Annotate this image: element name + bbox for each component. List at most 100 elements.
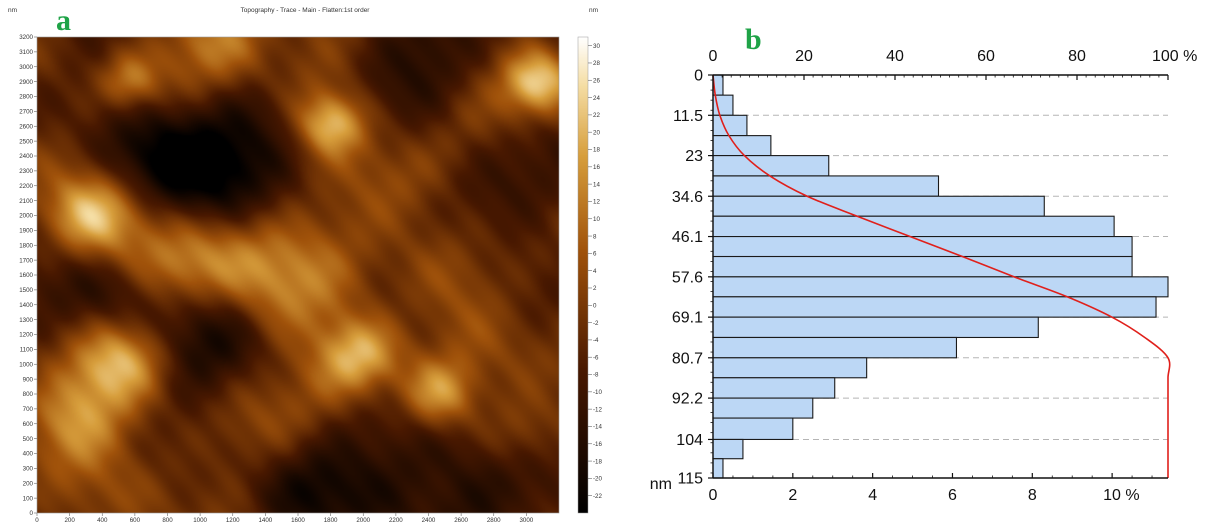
top-tick-label: 0 — [709, 48, 718, 65]
y-tick-label: 400 — [23, 451, 34, 458]
y-tick-label: 1600 — [19, 272, 33, 279]
colorbar-tick-label: 16 — [593, 164, 600, 171]
colorbar-tick-label: 24 — [593, 95, 600, 102]
y-tick-label: 46.1 — [672, 229, 703, 246]
top-axis-ticks: 0 20 40 60 80 100 % — [709, 48, 1197, 80]
x-tick-label: 200 — [64, 517, 75, 523]
y-tick-label: 69.1 — [672, 310, 703, 327]
x-tick-label: 1800 — [324, 517, 338, 523]
y-tick-label: 200 — [23, 480, 34, 487]
y-tick-label: 2600 — [19, 123, 33, 130]
histogram-bar — [712, 236, 1133, 258]
y-tick-label: 1900 — [19, 228, 33, 235]
x-tick-label: 1400 — [258, 517, 272, 523]
top-tick-label: 80 — [1068, 48, 1086, 65]
colorbar-tick-label: 22 — [593, 112, 600, 119]
x-tick-label: 2200 — [389, 517, 403, 523]
x-axis: 0 200 400 600 800 1000 1200 1400 1600 1800 2000 220… — [35, 513, 534, 524]
colorbar-tick-label: 30 — [593, 43, 600, 50]
topography-image — [37, 37, 559, 513]
y-tick-label: 104 — [676, 432, 703, 449]
x-tick-label: 800 — [162, 517, 173, 523]
x-tick-label: 600 — [130, 517, 141, 523]
panel-label-a: a — [56, 4, 71, 37]
colorbar-tick-label: 14 — [593, 181, 600, 188]
y-tick-label: 2500 — [19, 138, 33, 145]
histogram-bars — [712, 74, 1169, 479]
bottom-tick-label: 4 — [868, 487, 877, 504]
colorbar-tick-label: 12 — [593, 199, 600, 206]
colorbar-tick-label: 28 — [593, 60, 600, 67]
histogram-bar — [712, 114, 748, 137]
top-tick-label: 40 — [886, 48, 904, 65]
colorbar-tick-label: 26 — [593, 77, 600, 84]
y-tick-label: 0 — [30, 510, 34, 517]
y-tick-label: 600 — [23, 421, 34, 428]
y-tick-label: 1800 — [19, 242, 33, 249]
y-tick-label: 2200 — [19, 183, 33, 190]
colorbar-tick-label: 0 — [593, 302, 597, 309]
height-distribution-chart: 0 11.5 23 34.6 46.1 57.6 69.1 80.7 92.2 104 115 0 2… — [650, 23, 1198, 504]
y-tick-label: 1300 — [19, 317, 33, 324]
x-tick-label: 1000 — [193, 517, 207, 523]
y-tick-label: 900 — [23, 376, 34, 383]
colorbar-tick-label: 6 — [593, 251, 597, 258]
y-tick-label: 3000 — [19, 64, 33, 71]
colorbar-tick-label: 4 — [593, 268, 597, 275]
y-tick-label: 1500 — [19, 287, 33, 294]
y-tick-label: 1000 — [19, 361, 33, 368]
bottom-tick-label: 6 — [948, 487, 957, 504]
colorbar-tick-label: -2 — [593, 320, 599, 327]
colorbar-tick-label: -18 — [593, 458, 603, 465]
y-unit-label: nm — [8, 7, 17, 14]
top-tick-label: 100 % — [1152, 48, 1197, 65]
colorbar-tick-label: 2 — [593, 285, 597, 292]
top-tick-label: 20 — [795, 48, 813, 65]
y-tick-label: 2000 — [19, 213, 33, 220]
y-tick-label: 2300 — [19, 168, 33, 175]
chart-title: Topography - Trace - Main - Flatten:1st … — [241, 7, 371, 14]
bottom-tick-label: 10 % — [1103, 487, 1139, 504]
y-tick-label: 11.5 — [673, 108, 703, 125]
colorbar-tick-label: -22 — [593, 493, 603, 500]
histogram-bar — [712, 175, 940, 197]
y-tick-label: 2700 — [19, 109, 33, 116]
colorbar-tick-label: -4 — [593, 337, 599, 344]
colorbar-ticks: 302826242220181614121086420-2-4-6-8-10-1… — [588, 43, 603, 500]
x-tick-label: 2600 — [454, 517, 468, 523]
colorbar-tick-label: -20 — [593, 476, 603, 483]
histogram-bar — [712, 316, 1039, 339]
histogram-bar — [712, 458, 724, 479]
histogram-bar — [712, 336, 958, 359]
height-histogram-panel: 0 11.5 23 34.6 46.1 57.6 69.1 80.7 92.2 104 115 0 2… — [610, 0, 1208, 523]
histogram-bar — [712, 215, 1115, 238]
y-tick-label: 300 — [23, 466, 34, 473]
bottom-tick-label: 2 — [788, 487, 797, 504]
x-tick-label: 3000 — [519, 517, 533, 523]
bottom-tick-label: 0 — [709, 487, 718, 504]
colorbar-tick-label: -12 — [593, 406, 603, 413]
y-tick-label: 700 — [23, 406, 34, 413]
histogram-bar — [712, 276, 1169, 298]
colorbar — [578, 37, 588, 513]
x-tick-label: 2800 — [487, 517, 501, 523]
y-tick-label: 800 — [23, 391, 34, 398]
panel-label-b: b — [745, 23, 762, 56]
y-tick-label: 92.2 — [672, 391, 703, 408]
histogram-bar — [712, 155, 830, 177]
bottom-tick-label: 8 — [1028, 487, 1037, 504]
afm-topography-chart: Topography - Trace - Main - Flatten:1st … — [8, 4, 603, 524]
histogram-bar — [712, 195, 1045, 217]
y-tick-label: 1700 — [19, 257, 33, 264]
colorbar-tick-label: 8 — [593, 233, 597, 240]
x-tick-label: 400 — [97, 517, 108, 523]
colorbar-tick-label: -6 — [593, 354, 599, 361]
colorbar-tick-label: -8 — [593, 372, 599, 379]
colorbar-tick-label: 18 — [593, 147, 600, 154]
colorbar-wrapper — [578, 37, 588, 513]
y-tick-label: 1100 — [20, 347, 34, 354]
y-tick-label: 115 — [677, 471, 703, 488]
y-tick-label: 2400 — [19, 153, 33, 160]
y-tick-label: 80.7 — [672, 350, 703, 367]
y-tick-label: 100 — [23, 495, 34, 502]
